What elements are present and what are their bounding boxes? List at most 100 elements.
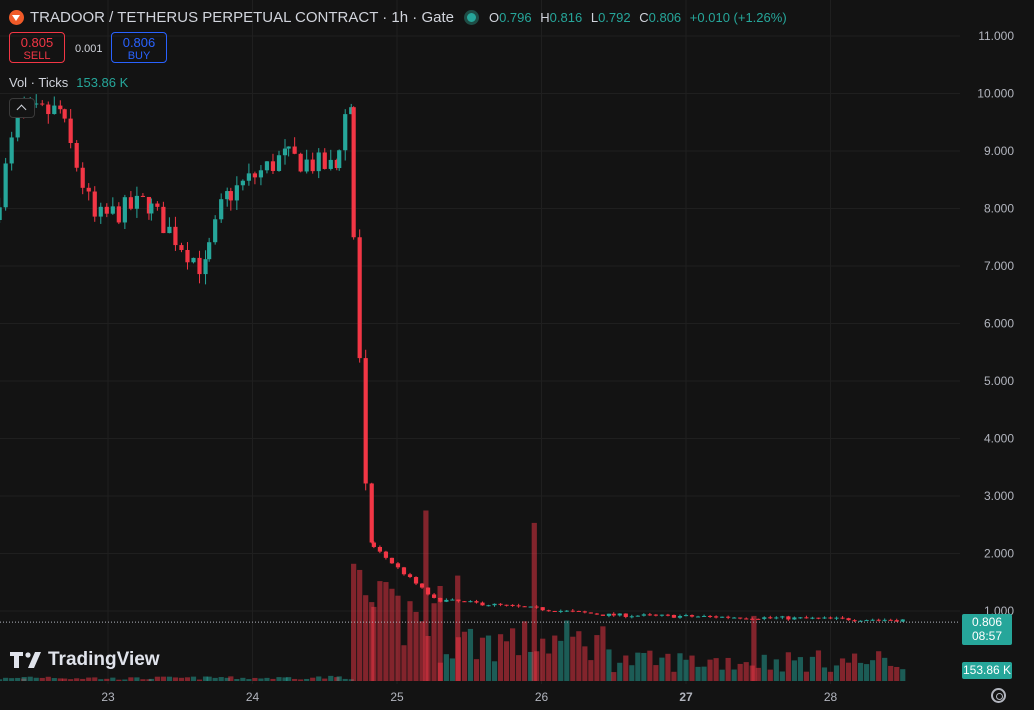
volume-bar <box>80 678 86 681</box>
volume-bar <box>851 653 858 681</box>
volume-bar <box>689 655 695 681</box>
candle-body <box>328 159 333 169</box>
volume-bar <box>371 606 377 681</box>
candle-body <box>552 610 557 612</box>
ohlc-close-key: C <box>639 9 649 25</box>
volume-bar <box>116 679 122 681</box>
candle-body <box>671 614 677 618</box>
volume-bar <box>57 678 63 681</box>
buy-button[interactable]: 0.806 BUY <box>111 32 167 63</box>
volume-bar <box>395 595 401 681</box>
volume-bar <box>719 669 725 681</box>
ohlc-close-value: 0.806 <box>648 9 682 25</box>
volume-bar <box>737 663 743 681</box>
volume-bar <box>51 678 57 681</box>
volume-bar <box>767 669 773 681</box>
volume-bar <box>212 677 218 681</box>
candle-body <box>570 610 575 612</box>
candle-body <box>86 187 91 192</box>
volume-bar <box>252 677 258 681</box>
tradoor-logo-icon <box>9 9 24 25</box>
volume-bar <box>110 677 116 681</box>
candle-body <box>185 249 190 263</box>
tradingview-brand[interactable]: TradingView <box>10 649 160 671</box>
candle-body <box>840 617 845 619</box>
volume-bar <box>270 678 276 681</box>
volume-bar <box>62 678 68 681</box>
candle-body <box>337 150 342 169</box>
volume-bar <box>160 676 166 681</box>
candle-body <box>888 619 893 621</box>
candle-body <box>462 601 467 603</box>
candle-body <box>377 546 383 552</box>
candle-body <box>134 195 139 209</box>
candle-body <box>665 614 671 616</box>
volume-bar <box>839 658 846 681</box>
candle-body <box>173 226 178 246</box>
volume-bar <box>322 678 328 681</box>
candle-body <box>213 219 218 243</box>
candle-body <box>876 619 881 621</box>
volume-bar <box>564 620 570 681</box>
ohlc-open-key: O <box>488 9 500 25</box>
volume-bar <box>677 653 683 681</box>
candle-body <box>407 574 413 578</box>
candle-body <box>834 617 839 619</box>
candle-body <box>468 601 473 603</box>
candle-body <box>641 614 646 616</box>
candle-body <box>155 203 160 207</box>
volume-bar <box>407 601 413 681</box>
symbol-header[interactable]: TRADOOR / TETHERUS PERPETUAL CONTRACT · … <box>9 7 792 27</box>
volume-legend[interactable]: Vol · Ticks 153.86 K <box>9 75 128 90</box>
candle-body <box>816 617 821 619</box>
candle-body <box>828 617 833 619</box>
candle-body <box>334 159 339 169</box>
candle-body <box>431 594 437 598</box>
candle-body <box>292 146 297 154</box>
volume-bar <box>234 679 240 681</box>
volume-bar <box>190 676 197 681</box>
candle-body <box>683 615 689 617</box>
volume-bar <box>528 651 534 681</box>
volume-bar <box>894 666 900 681</box>
volume-bar <box>882 657 888 681</box>
price-axis[interactable]: 11.000 10.000 9.000 8.000 7.000 6.000 5.000 4.0… <box>977 29 1014 618</box>
settings-gear-icon[interactable] <box>991 688 1006 703</box>
current-price-label: 0.806 08:57 <box>962 614 1012 645</box>
candle-body <box>456 599 461 602</box>
candle-body <box>92 191 97 217</box>
volume-bar <box>888 665 894 681</box>
candle-body <box>720 616 725 618</box>
volume-bar <box>707 659 713 681</box>
time-axis[interactable]: 23 24 25 26 27 28 <box>101 690 837 704</box>
volume-bar <box>665 653 671 681</box>
volume-bar <box>623 655 629 681</box>
candle-body <box>714 616 719 618</box>
volume-spike-bar <box>455 575 461 681</box>
volume-bar <box>3 677 9 681</box>
volume-bar <box>383 582 389 681</box>
volume-bar <box>74 678 80 681</box>
candle-body <box>894 620 899 622</box>
candle-body <box>701 615 707 617</box>
candle-body <box>522 606 527 608</box>
ohlc-high-value: 0.816 <box>549 9 583 25</box>
candle-body <box>534 606 539 608</box>
candle-body <box>68 118 73 144</box>
volume-bar <box>731 669 737 681</box>
volume-bar <box>316 676 322 681</box>
volume-bar <box>576 631 582 681</box>
candle-body <box>629 616 634 618</box>
volume-bar <box>357 569 363 681</box>
candle-body <box>744 618 749 620</box>
candle-body <box>864 620 869 622</box>
price-tick-label: 7.000 <box>984 259 1014 273</box>
collapse-chevron-icon[interactable] <box>9 98 35 118</box>
sell-button[interactable]: 0.805 SELL <box>9 32 65 63</box>
time-tick-label: 23 <box>101 690 115 704</box>
candle-body <box>234 185 239 201</box>
symbol-title[interactable]: TRADOOR / TETHERUS PERPETUAL CONTRACT · … <box>30 8 454 26</box>
volume-bar <box>479 637 486 681</box>
